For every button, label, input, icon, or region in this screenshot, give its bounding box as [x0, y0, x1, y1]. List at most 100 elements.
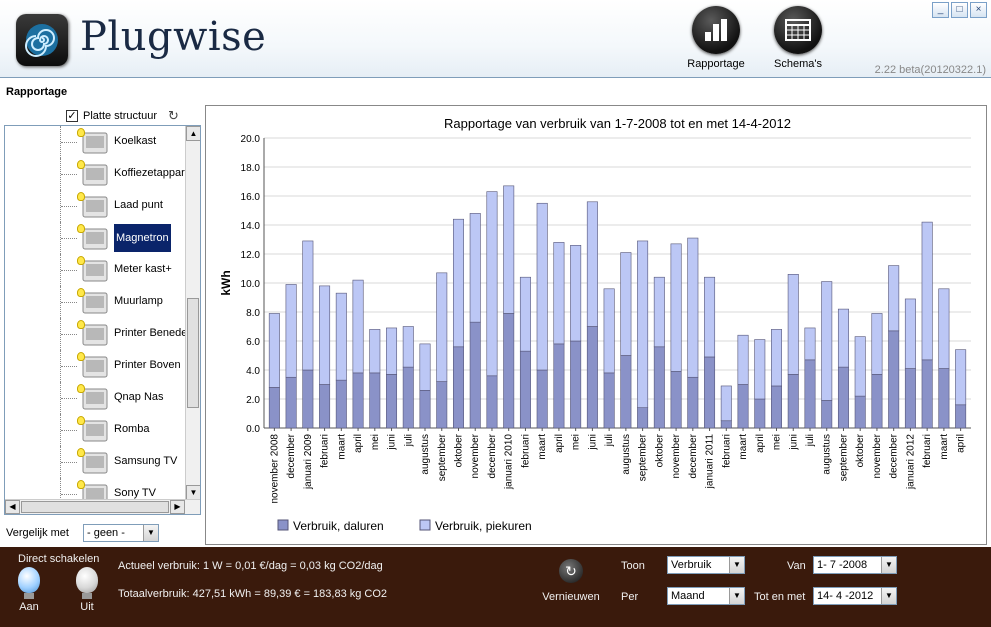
horizontal-scroll-thumb[interactable]	[21, 501, 169, 513]
x-tick-label: juni	[387, 434, 398, 451]
device-item[interactable]: Koelkast	[5, 126, 187, 158]
bar-piekuren	[653, 276, 665, 348]
legend-label-piekuren: Verbruik, piekuren	[435, 519, 532, 533]
bar-piekuren	[268, 313, 280, 388]
device-item[interactable]: Samsung TV	[5, 446, 187, 478]
device-item[interactable]: Sony TV	[5, 478, 187, 500]
status-bulb-icon	[77, 352, 85, 361]
van-date-picker[interactable]: 1- 7 -2008 ▼	[813, 556, 897, 574]
device-item[interactable]: Meter kast+	[5, 254, 187, 286]
bulb-base	[82, 593, 92, 599]
device-name: Samsung TV	[114, 455, 178, 467]
tree-line	[61, 430, 77, 431]
tot-date-picker[interactable]: 14- 4 -2012 ▼	[813, 587, 897, 605]
total-usage-text: Totaalverbruik: 427,51 kWh = 89,39 € = 1…	[118, 588, 388, 600]
switch-off-button[interactable]: Uit	[72, 567, 102, 613]
bar-daluren	[553, 343, 565, 429]
tree-line	[61, 334, 77, 335]
scroll-right-arrow-icon[interactable]: ▶	[170, 500, 185, 514]
device-item[interactable]: Magnetron	[5, 222, 187, 254]
bar-daluren	[670, 371, 682, 429]
bar-daluren	[285, 376, 297, 429]
vertical-scroll-thumb[interactable]	[187, 298, 199, 408]
x-tick-label: augustus	[420, 434, 431, 475]
bar-piekuren	[787, 274, 799, 375]
x-tick-label: september	[437, 433, 448, 481]
tree-line	[61, 238, 77, 239]
device-item[interactable]: Muurlamp	[5, 286, 187, 318]
tree-line	[61, 270, 77, 271]
tree-line	[60, 382, 61, 414]
actual-usage-text: Actueel verbruik: 1 W = 0,01 €/dag = 0,0…	[118, 560, 383, 572]
bar-piekuren	[469, 213, 481, 323]
device-name: Meter kast+	[114, 263, 172, 275]
tree-line	[60, 254, 61, 286]
device-item[interactable]: Printer Benede	[5, 318, 187, 350]
scroll-left-arrow-icon[interactable]: ◀	[5, 500, 20, 514]
compare-select[interactable]: - geen - ▼	[82, 524, 159, 542]
bar-piekuren	[369, 329, 381, 374]
bar-piekuren	[302, 240, 314, 371]
chevron-down-icon[interactable]: ▼	[729, 588, 744, 604]
device-item[interactable]: Koffiezetappar	[5, 158, 187, 190]
bar-piekuren	[570, 245, 582, 342]
bar-piekuren	[586, 201, 598, 327]
bar-daluren	[737, 384, 749, 429]
x-tick-label: mei	[571, 434, 582, 450]
bar-daluren	[352, 372, 364, 429]
schemas-button[interactable]: Schema's	[768, 6, 828, 70]
refresh-button[interactable]: ↻ Vernieuwen	[540, 559, 602, 603]
scroll-down-arrow-icon[interactable]: ▼	[186, 485, 200, 500]
bar-piekuren	[402, 326, 414, 368]
close-button[interactable]: ×	[970, 2, 987, 18]
minimize-button[interactable]: _	[932, 2, 949, 18]
bar-piekuren	[821, 281, 833, 401]
x-tick-label: september	[838, 433, 849, 481]
bar-daluren	[854, 395, 866, 429]
rapportage-button[interactable]: Rapportage	[686, 6, 746, 70]
bar-daluren	[436, 381, 448, 429]
chevron-down-icon[interactable]: ▼	[881, 588, 896, 604]
scroll-up-arrow-icon[interactable]: ▲	[186, 126, 200, 141]
device-item[interactable]: Romba	[5, 414, 187, 446]
switch-on-button[interactable]: Aan	[14, 567, 44, 613]
bar-daluren	[603, 372, 615, 429]
bar-daluren	[268, 387, 280, 429]
device-item[interactable]: Printer Boven	[5, 350, 187, 382]
horizontal-scrollbar[interactable]: ◀ ▶	[5, 499, 200, 514]
toon-select[interactable]: Verbruik ▼	[667, 556, 745, 574]
bar-piekuren	[888, 265, 900, 332]
flat-structure-checkbox[interactable]: ✓	[66, 110, 78, 122]
meter-cabinet-icon	[82, 260, 108, 282]
maximize-button[interactable]: □	[951, 2, 968, 18]
vertical-scrollbar[interactable]: ▲ ▼	[185, 126, 200, 500]
microwave-icon	[82, 228, 108, 250]
per-select[interactable]: Maand ▼	[667, 587, 745, 605]
chevron-down-icon[interactable]: ▼	[729, 557, 744, 573]
tv-icon	[82, 452, 108, 474]
bar-piekuren	[536, 202, 548, 371]
bar-daluren	[335, 379, 347, 429]
device-item[interactable]: Laad punt	[5, 190, 187, 222]
refresh-icon[interactable]: ↻	[167, 108, 179, 123]
bar-daluren	[586, 326, 598, 429]
x-tick-label: januari 2012	[905, 434, 916, 490]
device-name: Printer Boven	[114, 359, 181, 371]
bar-piekuren	[285, 284, 297, 378]
bar-piekuren	[352, 279, 364, 374]
switch-on-label: Aan	[19, 601, 39, 613]
device-item[interactable]: Qnap Nas	[5, 382, 187, 414]
tot-value: 14- 4 -2012	[817, 590, 874, 602]
flat-structure-toggle[interactable]: ✓ Platte structuur ↻	[66, 108, 179, 124]
chevron-down-icon[interactable]: ▼	[142, 525, 158, 541]
tree-line	[60, 158, 61, 190]
bar-piekuren	[921, 221, 933, 361]
x-tick-label: maart	[939, 434, 950, 460]
tree-line	[61, 398, 77, 399]
bar-daluren	[821, 400, 833, 429]
bulb-base	[24, 593, 34, 599]
chevron-down-icon[interactable]: ▼	[881, 557, 896, 573]
bar-piekuren	[837, 308, 849, 368]
bar-daluren	[637, 407, 649, 429]
tree-line	[61, 174, 77, 175]
